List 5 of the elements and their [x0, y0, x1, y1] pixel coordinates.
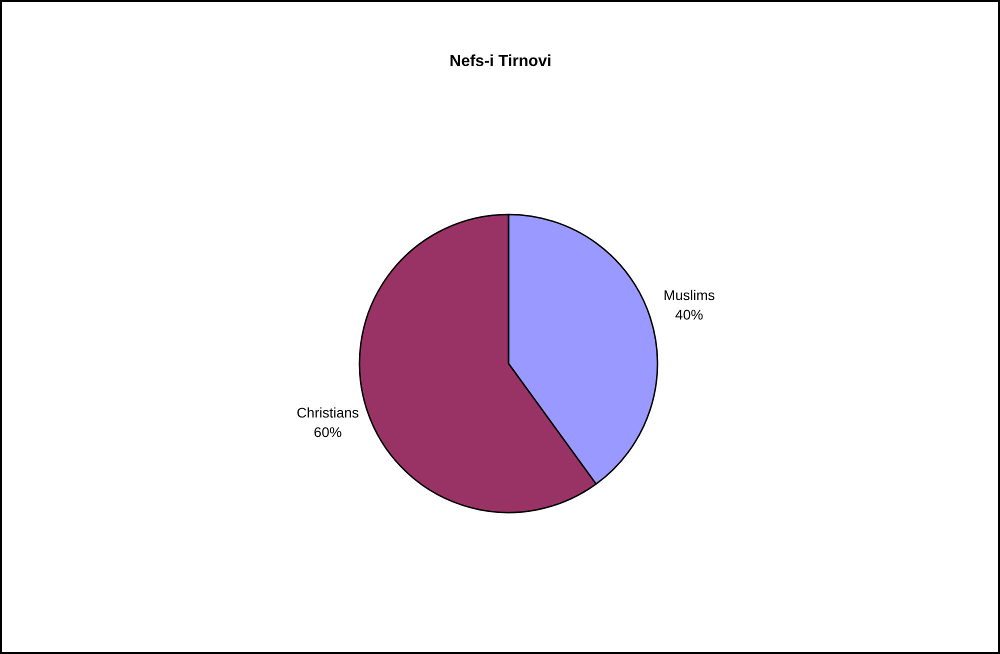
slice-label: Muslims [664, 287, 715, 304]
slice-label: Christians [296, 404, 359, 421]
data-label: 40% [675, 306, 704, 322]
chart-title: Nefs-i Tirnovi [450, 53, 552, 70]
data-label: 60% [314, 424, 342, 440]
